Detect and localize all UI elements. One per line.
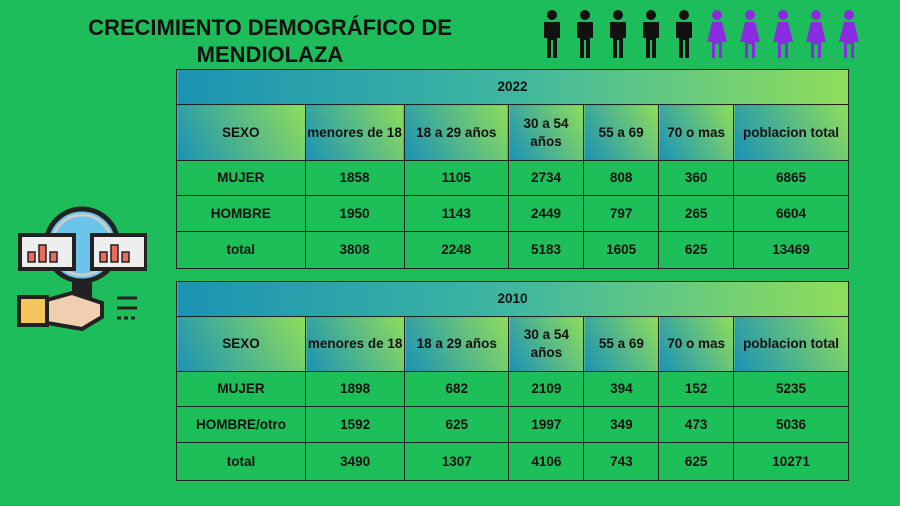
male-person-icon (540, 10, 564, 63)
table-cell: total (176, 231, 306, 269)
table-cell: 2449 (508, 195, 585, 232)
table-cell: 1997 (508, 406, 585, 443)
table-cell: 682 (404, 371, 510, 407)
table-cell: 3490 (305, 442, 406, 481)
female-person-icon (705, 10, 729, 63)
column-header: poblacion total (733, 316, 849, 372)
table-cell: HOMBRE (176, 195, 306, 232)
table-cell: 1143 (403, 195, 510, 232)
table-cell: HOMBRE/otro (175, 406, 307, 443)
table-cell: 743 (583, 442, 660, 481)
table-cell: 265 (658, 195, 735, 232)
table-cell: 1950 (304, 195, 405, 232)
male-person-icon (639, 10, 663, 63)
table-cell: total (175, 442, 307, 481)
table-cell: 394 (583, 371, 660, 407)
column-header: 18 a 29 años (403, 104, 510, 161)
table-cell: 808 (583, 160, 660, 196)
column-header: 18 a 29 años (404, 316, 510, 372)
female-person-icon (771, 10, 795, 63)
table-cell: 1592 (305, 406, 406, 443)
column-header: menores de 18 (304, 104, 405, 161)
table-2022: 2022 SEXO menores de 18 18 a 29 años 30 a 54… (176, 69, 849, 269)
column-header: 30 a 54 años (508, 316, 585, 372)
table-cell: 5183 (508, 231, 585, 269)
table-cell: 360 (658, 160, 735, 196)
male-person-icon (672, 10, 696, 63)
table-row: MUJER 1858 1105 2734 808 360 6865 (176, 160, 849, 196)
table-row: HOMBRE 1950 1143 2449 797 265 6604 (176, 195, 849, 232)
table-cell: 1105 (403, 160, 510, 196)
table-cell: 349 (583, 406, 660, 443)
male-person-icon (606, 10, 630, 63)
column-header: 55 a 69 (583, 316, 660, 372)
table-row: MUJER 1898 682 2109 394 152 5235 (175, 371, 849, 407)
column-header: poblacion total (733, 104, 849, 161)
column-header: 70 o mas (658, 316, 735, 372)
table-row: HOMBRE/otro 1592 625 1997 349 473 5036 (175, 406, 849, 443)
table-cell: MUJER (175, 371, 307, 407)
column-header: 30 a 54 años (508, 104, 585, 161)
table-cell: 2248 (403, 231, 510, 269)
column-header: menores de 18 (305, 316, 406, 372)
table-cell: 797 (583, 195, 660, 232)
table-cell: 6865 (733, 160, 849, 196)
table-cell: 625 (658, 442, 735, 481)
table-cell: 473 (658, 406, 735, 443)
female-person-icon (738, 10, 762, 63)
table-cell: 5036 (733, 406, 849, 443)
year-header: 2022 (176, 69, 849, 105)
table-cell: 625 (404, 406, 510, 443)
year-header: 2010 (176, 281, 849, 317)
table-row: total 3490 1307 4106 743 625 10271 (175, 442, 849, 481)
female-person-icon (837, 10, 861, 63)
table-cell: 6604 (733, 195, 849, 232)
table-cell: 1307 (404, 442, 510, 481)
column-header: 70 o mas (658, 104, 735, 161)
data-analysis-icon (12, 205, 148, 340)
people-icons (540, 10, 861, 63)
table-cell: MUJER (176, 160, 306, 196)
column-header: SEXO (175, 316, 307, 372)
column-header: SEXO (176, 104, 306, 161)
table-cell: 3808 (304, 231, 405, 269)
table-row: total 3808 2248 5183 1605 625 13469 (176, 231, 849, 269)
table-2010: 2010 SEXO menores de 18 18 a 29 años 30 a 54… (175, 281, 849, 481)
table-cell: 1898 (305, 371, 406, 407)
table-cell: 13469 (733, 231, 849, 269)
column-header: 55 a 69 (583, 104, 660, 161)
page-title: CRECIMIENTO DEMOGRÁFICO DE MENDIOLAZA (88, 15, 452, 67)
female-person-icon (804, 10, 828, 63)
table-cell: 625 (658, 231, 735, 269)
table-cell: 4106 (508, 442, 585, 481)
table-cell: 152 (658, 371, 735, 407)
table-cell: 5235 (733, 371, 849, 407)
table-cell: 1858 (304, 160, 405, 196)
table-cell: 2109 (508, 371, 585, 407)
table-cell: 2734 (508, 160, 585, 196)
table-cell: 1605 (583, 231, 660, 269)
male-person-icon (573, 10, 597, 63)
table-cell: 10271 (733, 442, 849, 481)
